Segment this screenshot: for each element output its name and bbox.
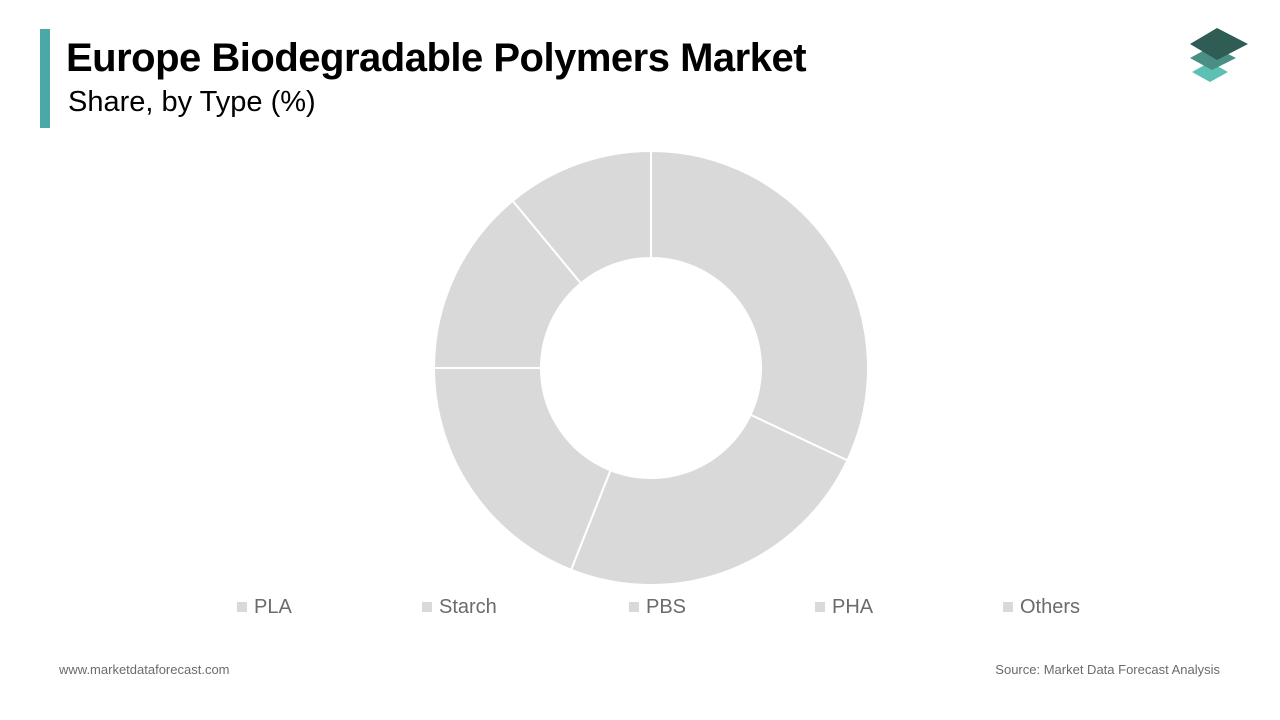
legend-label: PLA [254,595,292,618]
legend-label: Others [1020,595,1081,618]
legend-item-pla: PLA [237,596,292,618]
source-footer: Source: Market Data Forecast Analysis [995,662,1220,677]
slice-others [511,149,652,285]
legend-item-pbs: PBS [629,596,686,618]
chart-subtitle: Share, by Type (%) [68,86,316,118]
legend-swatch [237,602,247,612]
legend-swatch [815,602,825,612]
website-footer: www.marketdataforecast.com [59,662,230,677]
legend-label: PBS [646,595,687,618]
slice-pla [650,149,869,462]
title-accent-bar [40,29,50,128]
legend-item-others: Others [1003,596,1080,618]
slice-pbs [432,367,612,572]
legend-swatch [629,602,639,612]
slice-starch [569,413,849,586]
stacked-layers-logo-icon [1190,28,1248,82]
legend-label: Starch [439,595,497,618]
legend-item-pha: PHA [815,596,873,618]
chart-title: Europe Biodegradable Polymers Market [66,36,807,80]
legend-label: PHA [832,595,874,618]
legend-swatch [422,602,432,612]
legend-item-starch: Starch [422,596,497,618]
legend-swatch [1003,602,1013,612]
